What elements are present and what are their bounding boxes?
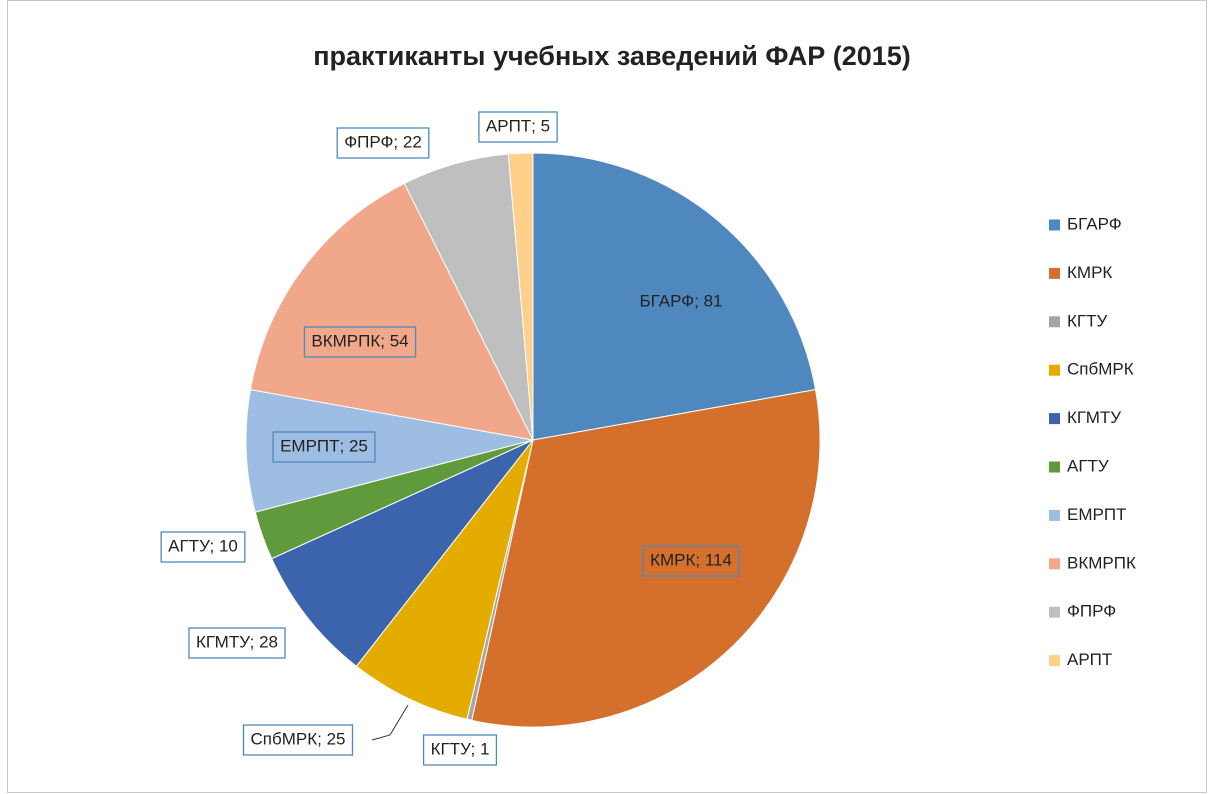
legend-swatch [1049, 219, 1060, 231]
data-label: КГМТУ; 28 [196, 632, 278, 651]
data-label-box [272, 431, 376, 463]
data-label: БГАРФ; 81 [640, 291, 723, 310]
legend-swatch [1049, 461, 1060, 473]
data-label-box [642, 545, 740, 577]
data-label-box [631, 286, 731, 318]
legend-swatch [1049, 558, 1060, 570]
pie-slice [355, 439, 534, 720]
pie-slice [270, 439, 534, 667]
data-label-box [188, 627, 286, 659]
data-label: СпбМРК; 25 [251, 729, 346, 748]
leader-line [371, 704, 409, 741]
legend-label: ЕМРПТ [1067, 505, 1126, 524]
pie-slice [471, 389, 821, 728]
data-label: АГТУ; 10 [168, 536, 238, 555]
legend-swatch [1049, 267, 1060, 279]
legend-label: АГТУ [1067, 456, 1109, 475]
data-label-box [422, 734, 498, 766]
pie-slice [245, 389, 534, 513]
legend-swatch [1049, 509, 1060, 521]
data-label: КМРК; 114 [650, 550, 732, 569]
data-label: КГТУ; 1 [431, 739, 490, 758]
legend-swatch [1049, 413, 1060, 425]
data-label-box [478, 111, 558, 143]
data-label: ВКМРПК; 54 [311, 331, 408, 350]
legend-label: ФПРФ [1067, 602, 1116, 621]
legend-label: ВКМРПК [1067, 553, 1136, 572]
legend-label: КМРК [1067, 263, 1112, 282]
legend-swatch [1049, 606, 1060, 618]
data-label: ЕМРПТ; 25 [280, 436, 368, 455]
data-label: ФПРФ; 22 [344, 132, 422, 151]
legend-label: АРПТ [1067, 650, 1112, 669]
legend-label: СпбМРК [1067, 360, 1134, 379]
legend-swatch [1049, 655, 1060, 667]
chart-title: практиканты учебных заведений ФАР (2015) [313, 41, 911, 71]
legend-swatch [1049, 316, 1060, 328]
data-label: АРПТ; 5 [486, 116, 550, 135]
data-label-box [160, 531, 246, 563]
pie-slice [532, 152, 817, 441]
pie-slice [249, 182, 534, 441]
legend-swatch [1049, 364, 1060, 376]
legend-label: КГТУ [1067, 311, 1107, 330]
pie-slice [507, 152, 534, 441]
legend-label: БГАРФ [1067, 214, 1122, 233]
data-label-box [303, 326, 417, 358]
legend-label: КГМТУ [1067, 408, 1121, 427]
data-label-box [336, 127, 430, 159]
data-label-box [242, 724, 354, 756]
